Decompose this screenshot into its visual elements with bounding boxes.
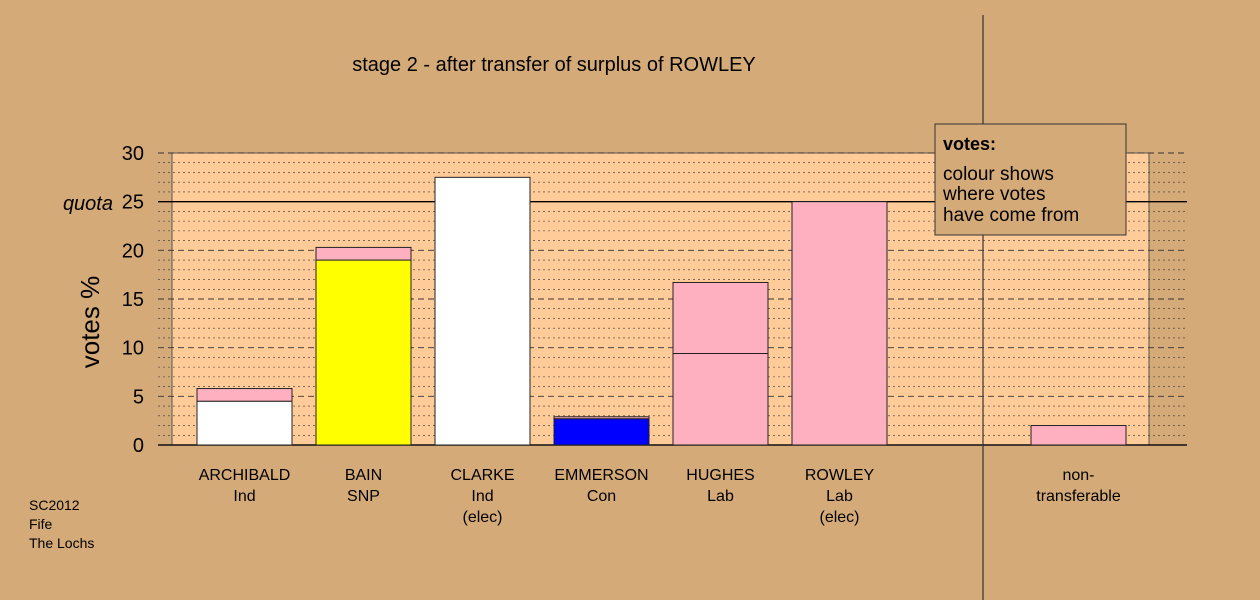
footer-line: Fife — [29, 516, 53, 532]
legend-line: where votes — [942, 184, 1045, 205]
legend-title: votes: — [943, 134, 996, 154]
bar-segment — [315, 246, 412, 261]
bar-segment — [434, 176, 531, 446]
x-tick-label: ARCHIBALD — [199, 467, 291, 484]
x-tick-label: CLARKE — [450, 467, 514, 484]
x-tick-label: (elec) — [819, 509, 859, 526]
x-tick-label: BAIN — [345, 467, 382, 484]
bar-segment — [196, 388, 293, 402]
x-tick-label: non- — [1062, 467, 1094, 484]
y-tick-label: 25 — [122, 192, 144, 214]
y-tick-label: 20 — [122, 240, 144, 262]
y-tick-label: 15 — [122, 289, 144, 311]
y-tick-label: 0 — [133, 435, 144, 457]
y-axis-label: votes % — [75, 276, 105, 369]
x-tick-label: Ind — [233, 488, 255, 505]
footer-line: The Lochs — [29, 535, 94, 551]
x-tick-label: Lab — [707, 488, 734, 505]
quota-label: quota — [63, 193, 113, 215]
x-tick-label: SNP — [347, 488, 380, 505]
x-tick-label: Ind — [471, 488, 493, 505]
bars — [196, 176, 1127, 446]
x-tick-label: ROWLEY — [805, 467, 875, 484]
x-axis-labels: ARCHIBALD Ind BAIN SNP CLARKE Ind (elec) EMMERS… — [199, 467, 1121, 526]
x-tick-label: (elec) — [462, 509, 502, 526]
chart-title: stage 2 - after transfer of surplus of R… — [352, 54, 756, 76]
bar-segment — [791, 201, 888, 446]
bar-segment — [672, 353, 769, 446]
legend-line: colour shows — [943, 164, 1054, 185]
bar-segment — [553, 418, 650, 446]
legend-box — [934, 123, 1127, 236]
y-tick-label: 30 — [122, 143, 144, 165]
bar-segment — [553, 416, 650, 420]
x-tick-label: Lab — [826, 488, 853, 505]
x-tick-label: HUGHES — [686, 467, 754, 484]
bar-segment — [196, 400, 293, 446]
y-tick-label: 5 — [133, 386, 144, 408]
bar-segment — [315, 259, 412, 446]
legend-line: have come from — [943, 205, 1079, 226]
footer-line: SC2012 — [29, 497, 80, 513]
y-tick-label: 10 — [122, 338, 144, 360]
bar-segment — [1030, 425, 1127, 446]
x-tick-label: Con — [587, 488, 616, 505]
legend: votes: colour shows where votes have com… — [934, 123, 1127, 236]
x-tick-label: EMMERSON — [554, 467, 648, 484]
y-axis-ticks: 0 5 10 15 20 25 30 — [122, 143, 144, 457]
bar-segment — [672, 281, 769, 355]
footer: SC2012 Fife The Lochs — [29, 497, 94, 551]
x-tick-label: transferable — [1036, 488, 1121, 505]
